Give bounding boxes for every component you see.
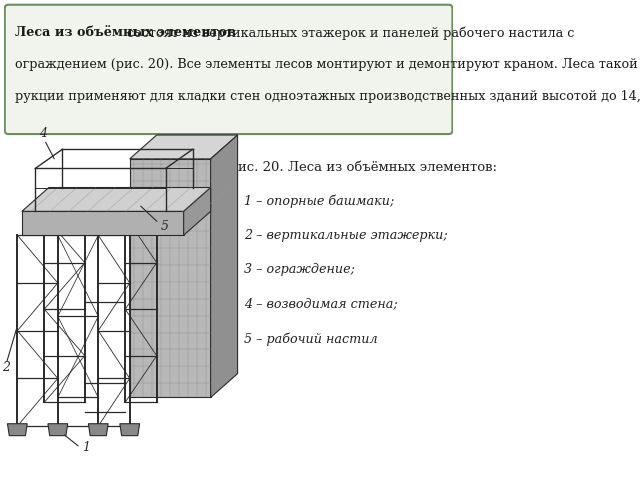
Polygon shape — [8, 424, 28, 436]
Polygon shape — [130, 135, 237, 159]
Polygon shape — [22, 211, 184, 235]
Text: состоят из вертикальных этажерок и панелей рабочего настила с: состоят из вертикальных этажерок и панел… — [123, 26, 574, 40]
Text: 5: 5 — [161, 219, 169, 232]
Polygon shape — [88, 424, 108, 436]
Text: 4: 4 — [39, 127, 47, 140]
Polygon shape — [22, 188, 211, 211]
Polygon shape — [130, 159, 211, 397]
Text: 1 – опорные башмаки;: 1 – опорные башмаки; — [244, 195, 395, 208]
Text: 2 – вертикальные этажерки;: 2 – вертикальные этажерки; — [244, 229, 448, 242]
Text: 5 – рабочий настил: 5 – рабочий настил — [244, 332, 378, 346]
FancyBboxPatch shape — [4, 5, 452, 134]
Text: 1: 1 — [83, 441, 90, 454]
Polygon shape — [120, 424, 140, 436]
Text: 2: 2 — [2, 361, 10, 374]
Text: рукции применяют для кладки стен одноэтажных производственных зданий высотой до : рукции применяют для кладки стен одноэта… — [15, 90, 640, 103]
Polygon shape — [48, 424, 68, 436]
Text: Леса из объёмных элементов: Леса из объёмных элементов — [15, 26, 236, 39]
Text: Рис. 20. Леса из объёмных элементов:: Рис. 20. Леса из объёмных элементов: — [228, 161, 497, 174]
Text: ограждением (рис. 20). Все элементы лесов монтируют и демонтируют краном. Леса т: ограждением (рис. 20). Все элементы лесо… — [15, 58, 640, 71]
Text: 4 – возводимая стена;: 4 – возводимая стена; — [244, 298, 398, 311]
Polygon shape — [184, 188, 211, 235]
Polygon shape — [211, 135, 237, 397]
Text: 3 – ограждение;: 3 – ограждение; — [244, 264, 355, 276]
